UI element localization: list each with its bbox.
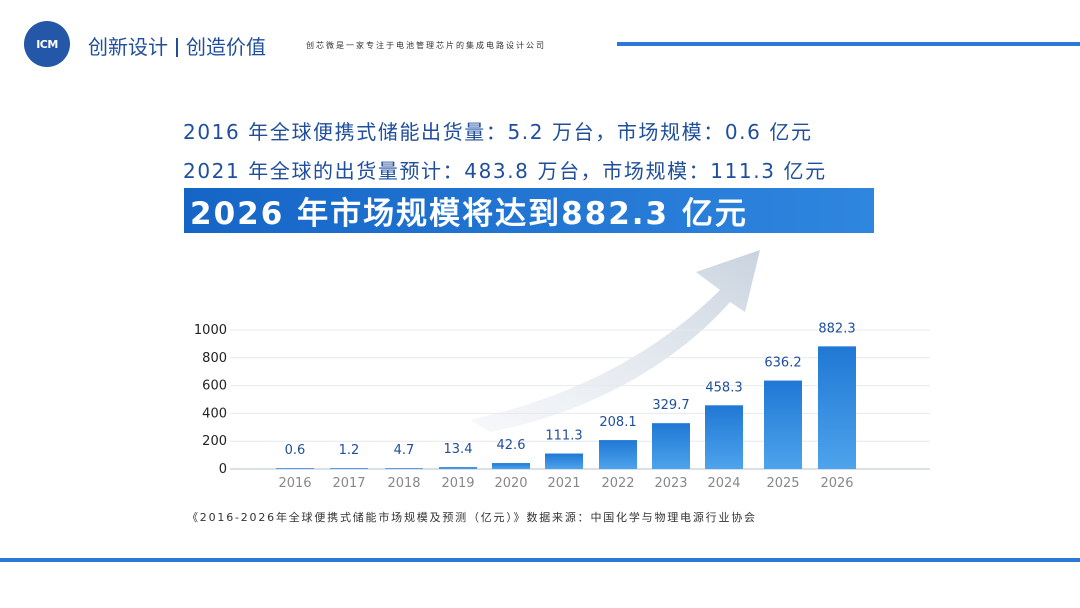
- slogan-divider: [176, 38, 178, 57]
- headline-banner: 2026 年市场规模将达到882.3 亿元: [184, 188, 874, 233]
- data-label: 458.3: [705, 380, 742, 395]
- data-label: 42.6: [497, 438, 526, 453]
- bar: [439, 467, 477, 469]
- slogan-left: 创新设计: [88, 35, 168, 59]
- x-tick-label: 2024: [707, 476, 740, 491]
- footer-divider: [0, 558, 1080, 562]
- data-label: 208.1: [599, 415, 636, 430]
- data-label: 1.2: [339, 443, 360, 458]
- company-logo: ICM: [24, 21, 70, 67]
- bar: [385, 468, 423, 469]
- bar: [818, 346, 856, 469]
- y-tick-label: 1000: [194, 323, 227, 338]
- data-label: 636.2: [764, 356, 801, 371]
- x-tick-label: 2021: [547, 476, 580, 491]
- x-tick-label: 2026: [820, 476, 853, 491]
- slogan: 创新设计 创造价值: [88, 31, 266, 60]
- stat-2016: 2016 年全球便携式储能出货量：5.2 万台，市场规模：0.6 亿元: [183, 120, 813, 144]
- slogan-right: 创造价值: [186, 35, 266, 59]
- y-tick-label: 800: [202, 351, 227, 366]
- x-tick-label: 2017: [332, 476, 365, 491]
- headline-text: 2026 年市场规模将达到882.3 亿元: [190, 196, 748, 232]
- y-tick-label: 400: [202, 406, 227, 421]
- x-tick-label: 2020: [494, 476, 527, 491]
- trend-arrow: [470, 250, 760, 432]
- data-label: 13.4: [444, 442, 473, 457]
- y-tick-label: 200: [202, 434, 227, 449]
- bar: [599, 440, 637, 469]
- bar: [545, 453, 583, 469]
- data-label: 329.7: [652, 398, 689, 413]
- stat-2021: 2021 年全球的出货量预计：483.8 万台，市场规模：111.3 亿元: [183, 159, 827, 183]
- bar: [330, 468, 368, 469]
- data-label: 4.7: [394, 443, 415, 458]
- x-tick-label: 2025: [766, 476, 799, 491]
- data-label: 111.3: [545, 429, 582, 444]
- x-tick-label: 2018: [387, 476, 420, 491]
- x-tick-label: 2019: [441, 476, 474, 491]
- bar: [652, 423, 690, 469]
- bar: [764, 380, 802, 469]
- bar: [492, 463, 530, 469]
- x-tick-label: 2022: [601, 476, 634, 491]
- bar: [705, 405, 743, 469]
- source-note: 《2016-2026年全球便携式储能市场规模及预测（亿元）》数据来源：中国化学与…: [187, 511, 757, 524]
- x-tick-label: 2016: [278, 476, 311, 491]
- x-tick-label: 2023: [654, 476, 687, 491]
- company-tagline: 创芯微是一家专注于电池管理芯片的集成电路设计公司: [306, 41, 546, 50]
- data-label: 882.3: [818, 321, 855, 336]
- header-divider: [617, 42, 1080, 46]
- bar: [276, 468, 314, 469]
- y-tick-label: 600: [202, 379, 227, 394]
- data-label: 0.6: [285, 443, 306, 458]
- y-tick-label: 0: [219, 462, 227, 477]
